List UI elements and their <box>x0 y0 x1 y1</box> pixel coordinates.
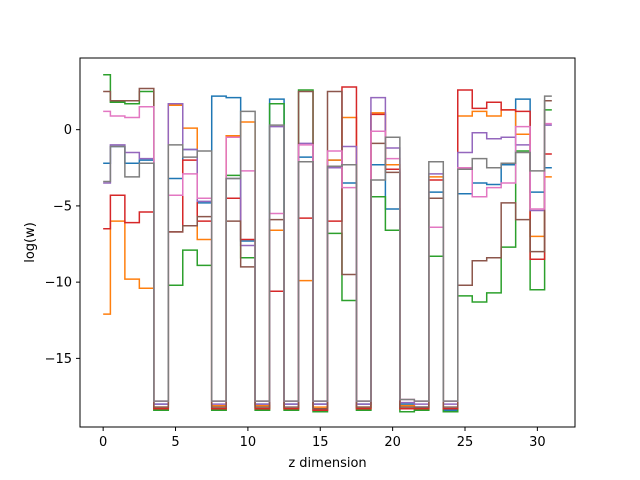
x-tick-label: 5 <box>171 435 179 450</box>
x-tick-label: 25 <box>457 435 474 450</box>
x-tick-label: 0 <box>99 435 107 450</box>
x-axis: 0 5 10 15 20 25 30 <box>99 427 546 450</box>
plot-area <box>103 74 552 413</box>
x-tick-label: 30 <box>529 435 546 450</box>
series-line-8 <box>103 95 552 402</box>
y-tick-label: −5 <box>53 199 72 214</box>
x-axis-label: z dimension <box>288 456 366 471</box>
x-tick-label: 10 <box>240 435 257 450</box>
x-tick-label: 15 <box>312 435 329 450</box>
x-tick-label: 20 <box>384 435 401 450</box>
axes-frame <box>79 57 576 428</box>
y-axis: 0 −5 −10 −15 <box>45 123 80 367</box>
y-tick-label: −10 <box>45 276 72 291</box>
y-tick-label: −15 <box>45 352 72 367</box>
y-tick-label: 0 <box>64 123 72 138</box>
y-axis-label: log(w) <box>23 222 38 263</box>
